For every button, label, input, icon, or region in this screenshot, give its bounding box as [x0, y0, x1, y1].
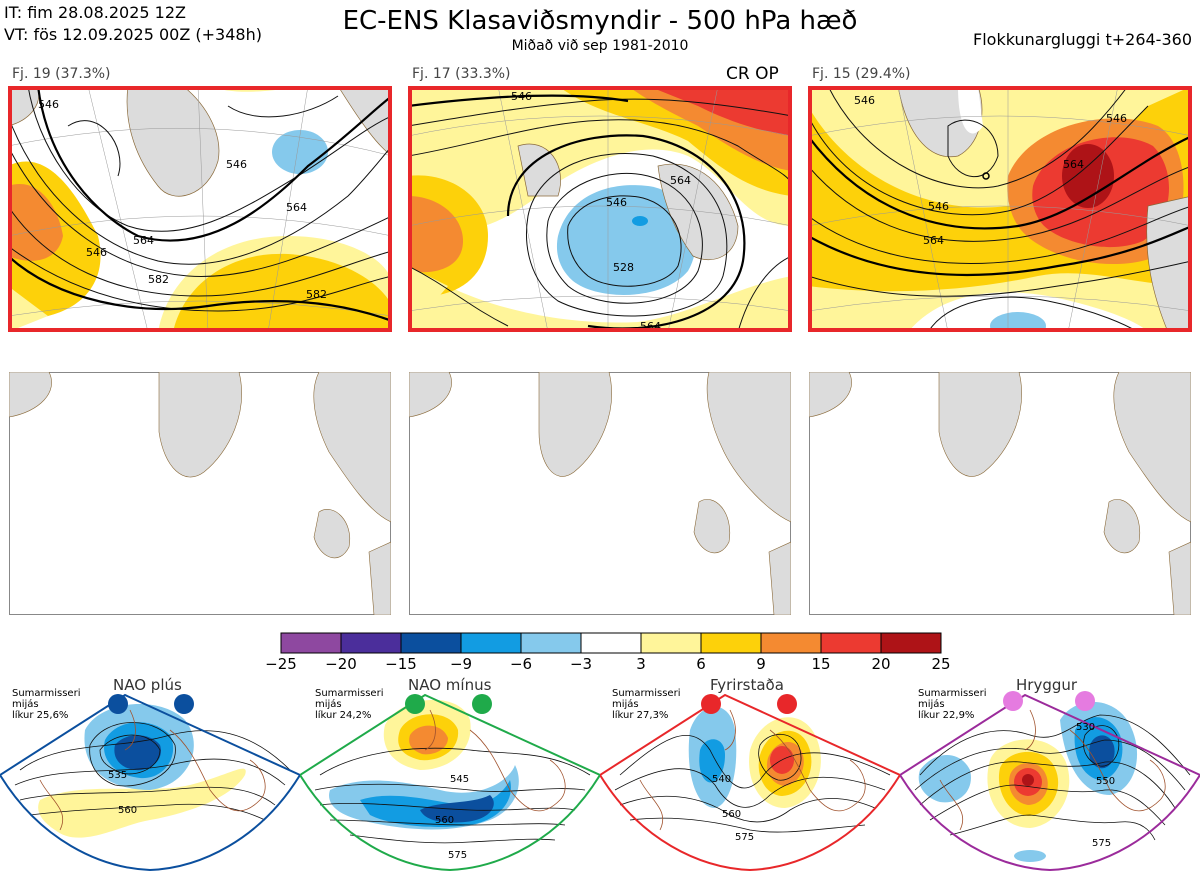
contour-label: 564 [1063, 158, 1084, 171]
regime-3-name: Fyrirstaða [710, 676, 784, 694]
regime-nao-minus-map: 545 560 575 [300, 690, 600, 871]
colorbar-tick-label: −9 [449, 655, 473, 673]
contour-label: 546 [86, 246, 107, 259]
regime-4-meta: Sumarmisseri mijás líkur 22,9% [918, 688, 986, 721]
regime-1-dot-right [174, 694, 194, 714]
colorbar-swatch [520, 632, 582, 654]
contour-label: 564 [923, 234, 944, 247]
contour-label: 545 [450, 774, 469, 785]
colorbar-tick-label: 20 [871, 655, 891, 673]
regime-1-dot-left [108, 694, 128, 714]
cluster-2-badge: CR OP [726, 64, 779, 84]
regime-3-mode: mijás [612, 699, 639, 710]
colorbar-tick-label: 9 [756, 655, 766, 673]
contour-label: 575 [1092, 838, 1111, 849]
contour-label: 560 [722, 809, 741, 820]
cluster-1-map: 546 546 546 564 564 582 582 [8, 86, 392, 332]
regime-3-prob: líkur 27,3% [612, 710, 669, 721]
empty-map-2 [409, 372, 791, 615]
contour-label: 575 [735, 832, 754, 843]
header-times: IT: fim 28.08.2025 12Z VT: fös 12.09.202… [4, 2, 262, 46]
colorbar-tick-label: 15 [811, 655, 831, 673]
regime-3-dot-right [777, 694, 797, 714]
contour-label: 546 [1106, 112, 1127, 125]
regime-1-name: NAO plús [113, 676, 182, 694]
regime-2-season: Sumarmisseri [315, 688, 384, 699]
regime-blocking-map: 540 560 575 [600, 690, 900, 871]
colorbar-swatch [760, 632, 822, 654]
colorbar-swatch [460, 632, 522, 654]
colorbar-tick-label: −3 [569, 655, 593, 673]
colorbar-tick-label: 3 [636, 655, 646, 673]
contour-label: 582 [306, 288, 327, 301]
regime-nao-plus-map: 535 560 [0, 690, 300, 871]
regime-4-dot-right [1075, 691, 1095, 711]
regime-2-dot-left [405, 694, 425, 714]
colorbar-swatch [820, 632, 882, 654]
contour-label: 530 [1076, 722, 1095, 733]
colorbar-swatch [400, 632, 462, 654]
colorbar-tick-label: −15 [385, 655, 417, 673]
regime-1-mode: mijás [12, 699, 39, 710]
regime-ridge-map: 530 550 575 [900, 690, 1200, 871]
regime-4-season: Sumarmisseri [918, 688, 987, 699]
colorbar-swatch [280, 632, 342, 654]
cluster-1-label: Fj. 19 (37.3%) [12, 66, 111, 82]
regime-3-meta: Sumarmisseri mijás líkur 27,3% [612, 688, 680, 721]
colorbar-swatch [640, 632, 702, 654]
contour-label: 546 [511, 90, 532, 103]
regime-1-season: Sumarmisseri [12, 688, 81, 699]
contour-label: 535 [108, 770, 127, 781]
colorbar-tick-label: 6 [696, 655, 706, 673]
valid-time: VT: fös 12.09.2025 00Z (+348h) [4, 25, 262, 44]
contour-label: 564 [670, 174, 691, 187]
contour-label: 546 [928, 200, 949, 213]
colorbar-swatch [580, 632, 642, 654]
contour-label: 546 [38, 98, 59, 111]
regime-4-dot-left [1003, 691, 1023, 711]
regime-4-prob: líkur 22,9% [918, 710, 975, 721]
regime-4-name: Hryggur [1016, 676, 1078, 694]
cluster-3-label: Fj. 15 (29.4%) [812, 66, 911, 82]
colorbar-swatch [340, 632, 402, 654]
page-title: EC-ENS Klasaviðsmyndir - 500 hPa hæð [342, 6, 858, 36]
contour-label: 560 [118, 805, 137, 816]
contour-label: 575 [448, 850, 467, 861]
colorbar-swatch [700, 632, 762, 654]
regime-2-prob: líkur 24,2% [315, 710, 372, 721]
page-subtitle: Miðað við sep 1981-2010 [511, 38, 689, 54]
regime-2-mode: mijás [315, 699, 342, 710]
regime-3-season: Sumarmisseri [612, 688, 681, 699]
contour-label: 546 [854, 94, 875, 107]
colorbar-tick-label: −20 [325, 655, 357, 673]
contour-label: 560 [435, 815, 454, 826]
colorbar-tick-label: −6 [509, 655, 533, 673]
contour-label: 582 [148, 273, 169, 286]
contour-label: 564 [286, 201, 307, 214]
initial-time: IT: fim 28.08.2025 12Z [4, 3, 186, 22]
regime-2-name: NAO mínus [408, 676, 492, 694]
contour-label: 550 [1096, 776, 1115, 787]
regime-1-meta: Sumarmisseri mijás líkur 25,6% [12, 688, 80, 721]
contour-label: 528 [613, 261, 634, 274]
contour-label: 564 [133, 234, 154, 247]
cluster-2-map: 546 546 564 564 528 [408, 86, 792, 332]
colorbar [280, 632, 943, 658]
regime-1-prob: líkur 25,6% [12, 710, 69, 721]
regime-2-meta: Sumarmisseri mijás líkur 24,2% [315, 688, 383, 721]
contour-label: 546 [606, 196, 627, 209]
contour-label: 540 [712, 774, 731, 785]
empty-map-3 [809, 372, 1191, 615]
regime-4-mode: mijás [918, 699, 945, 710]
classification-window: Flokkunargluggi t+264-360 [973, 30, 1192, 49]
colorbar-tick-label: 25 [931, 655, 951, 673]
colorbar-swatch [880, 632, 942, 654]
empty-map-1 [9, 372, 391, 615]
regime-3-dot-left [701, 694, 721, 714]
cluster-3-map: 546 546 546 564 564 [808, 86, 1192, 332]
cluster-2-label: Fj. 17 (33.3%) [412, 66, 511, 82]
regime-2-dot-right [472, 694, 492, 714]
colorbar-tick-label: −25 [265, 655, 297, 673]
contour-label: 546 [226, 158, 247, 171]
